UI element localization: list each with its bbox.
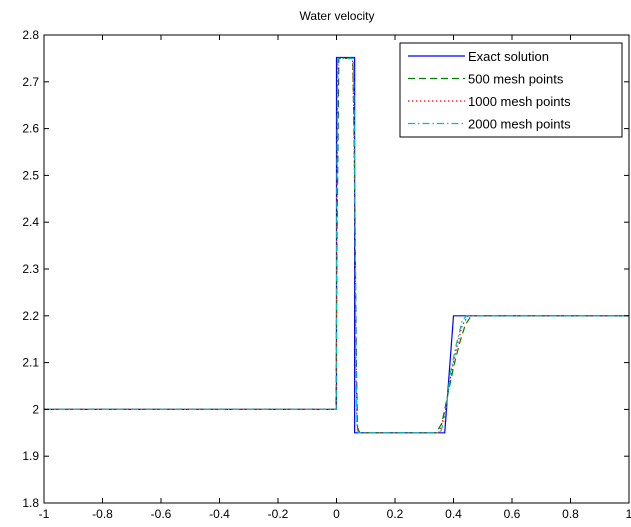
y-tick-label: 2.4 (22, 215, 39, 229)
y-tick-label: 2.5 (22, 168, 39, 182)
y-tick-label: 1.8 (22, 496, 39, 510)
x-tick-label: 0.4 (445, 507, 462, 521)
legend-label-2: 500 mesh points (468, 72, 564, 87)
y-tick-label: 1.9 (22, 449, 39, 463)
legend-label-4: 2000 mesh points (468, 117, 571, 132)
x-tick-label: 0.6 (504, 507, 521, 521)
x-tick-label: -0.6 (151, 507, 172, 521)
y-tick-label: 2.6 (22, 122, 39, 136)
y-tick-label: 2.3 (22, 262, 39, 276)
y-tick-label: 2.7 (22, 75, 39, 89)
y-tick-label: 2.8 (22, 28, 39, 42)
y-tick-label: 2.1 (22, 356, 39, 370)
x-tick-label: 0 (333, 507, 340, 521)
legend-box (399, 42, 623, 138)
legend: Exact solution 500 mesh points 1000 mesh p… (399, 42, 623, 138)
x-tick-label: -0.8 (92, 507, 113, 521)
chart-title: Water velocity (300, 9, 375, 23)
series-layer (44, 56, 629, 434)
y-tick-label: 2 (32, 402, 39, 416)
y-tick-label: 2.2 (22, 309, 39, 323)
x-tick-label: 0.2 (387, 507, 404, 521)
series-line-2 (44, 57, 629, 434)
x-tick-label: 0.8 (562, 507, 579, 521)
x-tick-label: 1 (626, 507, 631, 521)
x-tick-label: -0.4 (209, 507, 230, 521)
x-tick-label: -1 (39, 507, 50, 521)
legend-label-1: Exact solution (468, 49, 549, 64)
series-line-4 (44, 57, 629, 434)
legend-label-3: 1000 mesh points (468, 94, 571, 109)
ticks-layer: -1 -0.8 -0.6 -0.4 -0.2 0 0.2 0.4 0.6 0.8 1 1.8 1.9 2 2… (22, 28, 631, 521)
x-tick-label: -0.2 (268, 507, 289, 521)
